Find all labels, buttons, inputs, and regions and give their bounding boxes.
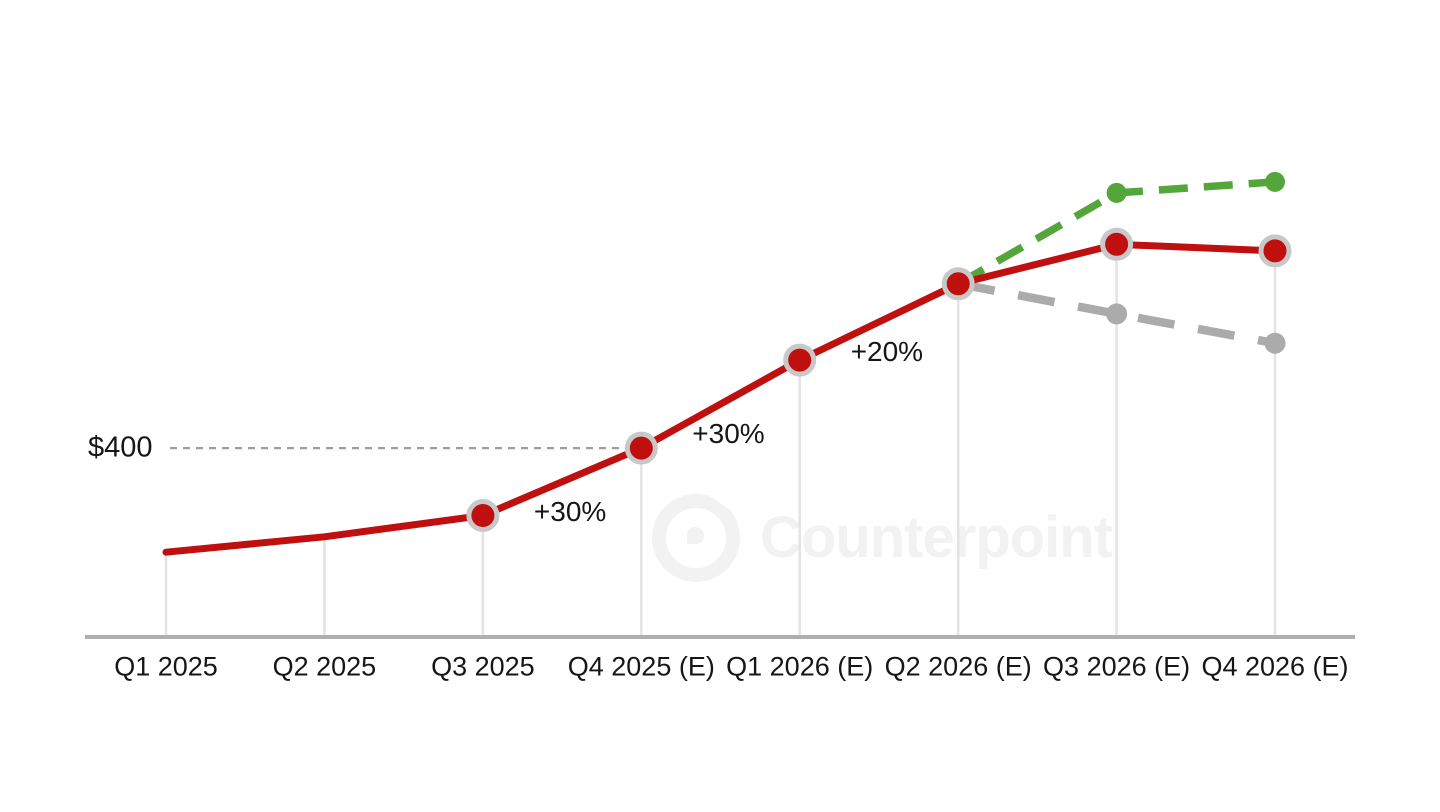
downside-point-marker	[1106, 303, 1128, 325]
watermark-text: Counterpoint	[760, 505, 1113, 571]
downside-point-marker	[1264, 332, 1286, 354]
base-point-marker	[1100, 227, 1134, 261]
base-point-marker	[941, 267, 975, 301]
base-point-marker	[466, 499, 500, 532]
upside-point-marker	[1106, 182, 1127, 203]
upside-point-marker	[1265, 171, 1285, 192]
base-trend-line	[162, 240, 1279, 556]
base-point-marker	[1258, 234, 1292, 268]
base-point-marker	[624, 431, 658, 465]
base-point-marker	[783, 343, 817, 377]
downside-scenario-line	[957, 279, 1276, 348]
counterpoint-logo-dot	[687, 527, 704, 544]
